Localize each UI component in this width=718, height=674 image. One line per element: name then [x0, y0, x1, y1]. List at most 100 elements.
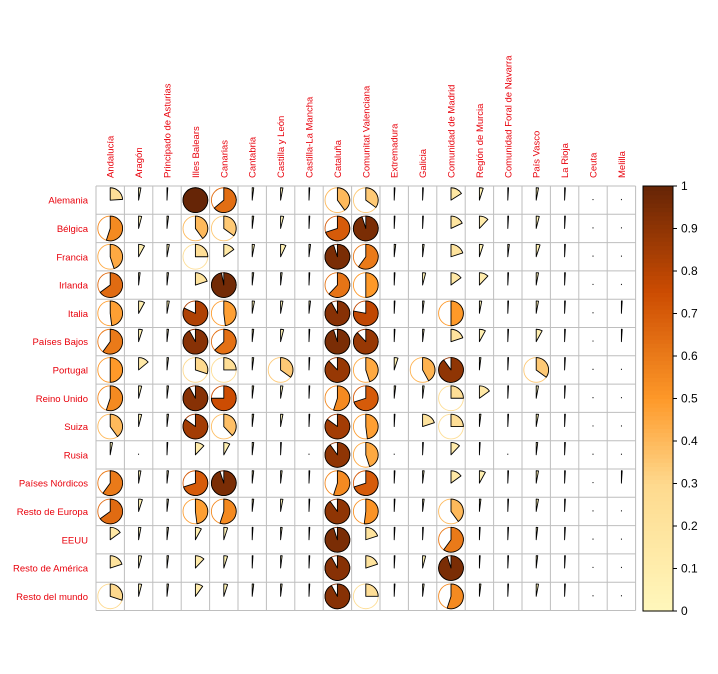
colorbar-segment — [643, 424, 673, 429]
pie-slice — [478, 441, 481, 456]
pie-cell — [507, 470, 510, 484]
pie-slice — [138, 526, 142, 541]
pie-cell — [182, 470, 209, 496]
pie-slice — [564, 413, 566, 427]
pie-slice — [422, 300, 425, 314]
pie-cell — [393, 526, 396, 541]
pie-cell — [308, 300, 311, 314]
pie-slice — [507, 470, 510, 484]
colorbar-legend: 0 0.1 0.2 0.3 0.4 0.5 0.6 0.7 0.8 0.9 1 — [642, 179, 698, 618]
pie-slice — [138, 215, 143, 229]
pie-slice — [223, 583, 229, 597]
pie-cell — [352, 583, 379, 610]
pie-slice — [365, 555, 379, 569]
colorbar-segment — [643, 309, 673, 315]
pie-cell — [182, 357, 209, 383]
pie-cell — [478, 385, 490, 399]
pie-slice — [450, 272, 462, 286]
pie-slice — [99, 272, 124, 298]
pie-slice — [564, 300, 566, 314]
pie-slice — [333, 470, 351, 496]
pie-slice — [308, 583, 311, 597]
column-label: Región de Murcia — [475, 103, 486, 178]
pie-cell — [422, 470, 425, 484]
pie-cell — [438, 498, 464, 525]
colorbar-segment — [643, 470, 673, 476]
pie-cell — [564, 357, 566, 371]
pie-cell — [535, 470, 539, 484]
pie-slice — [393, 300, 396, 314]
pie-slice — [223, 215, 237, 237]
pie-cell — [535, 300, 539, 314]
pie-cell — [365, 526, 379, 541]
pie-slice — [280, 526, 283, 541]
pie-slice — [353, 470, 379, 496]
colorbar-segment — [643, 198, 673, 204]
pie-cell — [280, 441, 282, 456]
pie-cell — [251, 526, 254, 541]
pie-slice — [308, 272, 311, 286]
pie-cell — [210, 272, 237, 298]
row-label: Países Nórdicos — [19, 479, 88, 490]
pie-slice — [324, 300, 351, 327]
pie-slice — [166, 498, 169, 512]
colorbar-segment — [643, 343, 673, 349]
pie-cell — [324, 526, 351, 553]
pie-slice — [422, 272, 427, 286]
pie-cell — [182, 300, 209, 327]
pie-cell — [251, 243, 255, 258]
pie-cell — [210, 498, 237, 525]
pie-cell — [507, 243, 510, 258]
colorbar-segment — [643, 266, 673, 272]
pie-slice — [324, 555, 351, 581]
colorbar-segment — [643, 296, 673, 302]
pie-slice — [450, 385, 464, 399]
pie-cell — [308, 357, 311, 371]
column-label: Andalucía — [106, 135, 117, 178]
pie-cell — [138, 583, 143, 597]
pie-cell — [422, 555, 427, 569]
colorbar-segment — [643, 585, 673, 591]
colorbar-segment — [643, 411, 673, 417]
pie-cell — [138, 470, 142, 484]
pie-slice — [422, 526, 424, 541]
pie-slice — [564, 498, 566, 512]
pie-slice — [280, 272, 283, 286]
pie-cell — [450, 442, 460, 456]
pie-cell — [507, 413, 510, 427]
pie-slice — [251, 187, 255, 201]
pie-slice — [393, 470, 396, 484]
pie-slice — [393, 272, 396, 286]
colorbar-segment — [643, 462, 673, 468]
column-label: Comunitat Valenciana — [361, 85, 372, 178]
pie-cell — [138, 498, 143, 512]
pie-slice — [535, 555, 539, 569]
pie-cell — [223, 243, 235, 258]
pie-cell — [97, 300, 124, 327]
pie-slice — [450, 442, 460, 456]
pie-slice — [564, 272, 566, 286]
pie-slice — [138, 583, 143, 597]
pie-cell — [166, 583, 169, 597]
pie-cell — [166, 470, 169, 484]
pie-slice — [182, 385, 209, 412]
colorbar-segment — [643, 521, 673, 527]
pie-slice — [564, 243, 566, 258]
pie-cell — [324, 583, 351, 610]
column-label: Galicia — [418, 148, 429, 178]
column-label: Melilla — [617, 150, 628, 178]
row-label: Resto de Europa — [17, 507, 89, 518]
pie-slice — [166, 470, 169, 484]
column-label: Aragón — [134, 147, 145, 178]
colorbar-segment — [643, 466, 673, 472]
pie-slice — [333, 385, 351, 412]
colorbar-segment — [643, 373, 673, 378]
pie-slice — [308, 526, 311, 541]
pie-cell — [507, 555, 510, 569]
pie-cell — [138, 555, 143, 569]
pie-slice — [393, 555, 396, 569]
pie-cell — [251, 272, 255, 286]
pie-cell — [422, 243, 425, 258]
pie-slice — [251, 555, 254, 569]
pie-slice — [194, 272, 208, 286]
